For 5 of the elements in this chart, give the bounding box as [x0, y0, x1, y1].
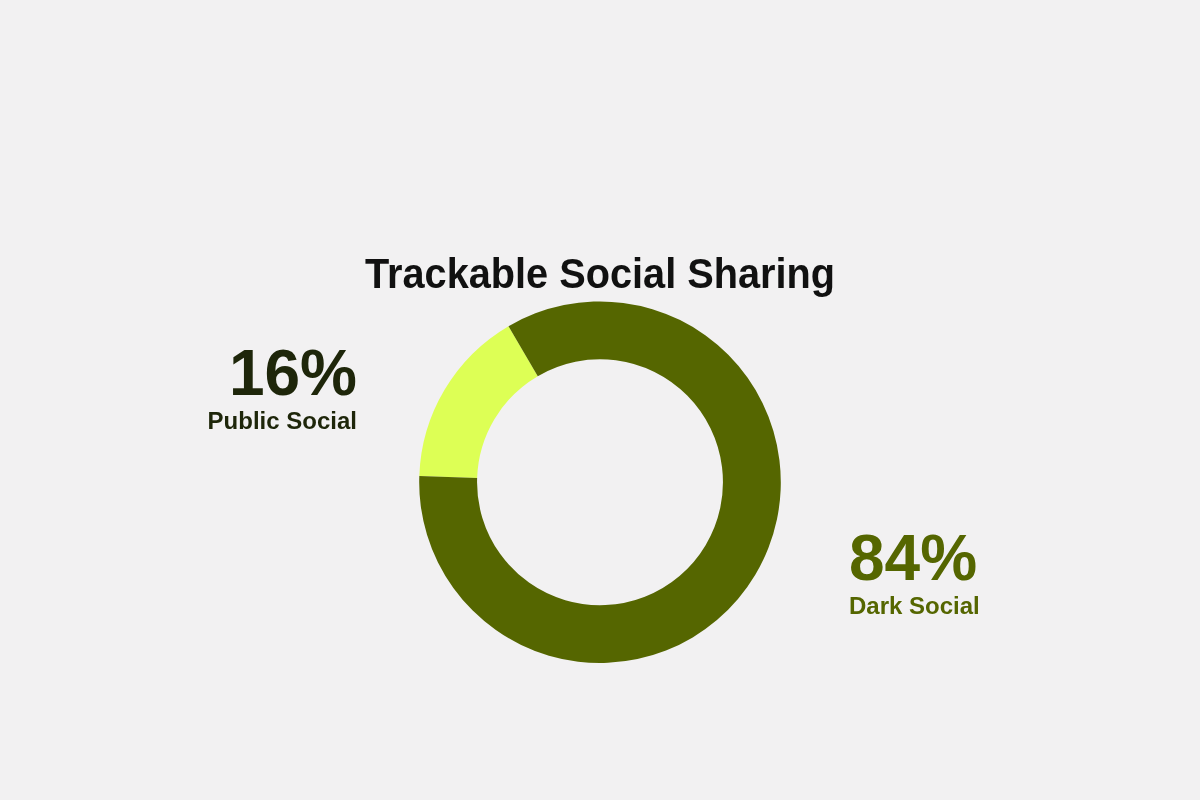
data-label: 16%: [228, 336, 357, 409]
data-label: 84%: [849, 521, 978, 594]
slice-label: Dark Social: [849, 591, 980, 619]
slice-label: Public Social: [207, 406, 357, 434]
chart-title: Trackable Social Sharing: [365, 249, 835, 298]
